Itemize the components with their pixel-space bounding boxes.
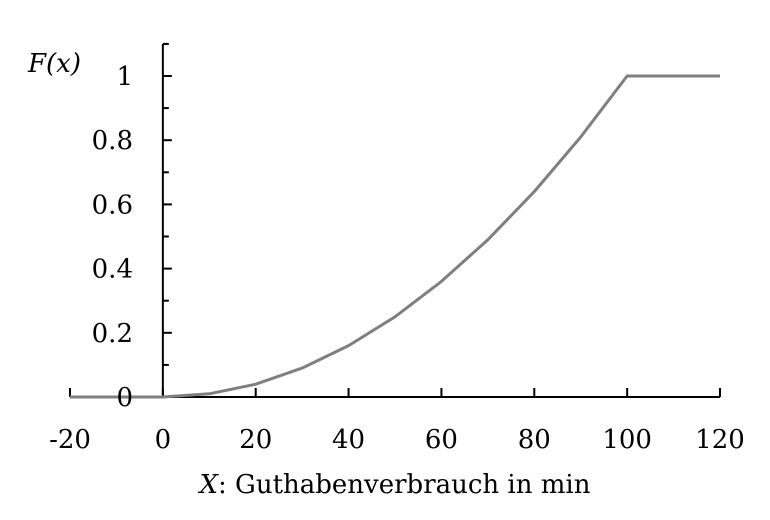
cdf-line-0 (70, 74, 720, 399)
y-tick-label-1: 0.2 (92, 319, 133, 349)
x-tick-label-2: 20 (239, 425, 272, 455)
x-tick-label-4: 60 (425, 425, 458, 455)
x-tick-label-3: 40 (332, 425, 365, 455)
y-tick-label-0: 0 (116, 383, 133, 413)
y-tick-label-2: 0.4 (92, 255, 133, 285)
y-tick-label-4: 0.8 (92, 126, 133, 156)
x-tick-label-0: -20 (49, 425, 91, 455)
x-axis-title-variable: X (198, 470, 220, 500)
y-tick-label-5: 1 (116, 62, 133, 92)
x-tick-label-6: 100 (602, 425, 652, 455)
axes (69, 42, 721, 398)
x-tick-label-7: 120 (695, 425, 745, 455)
x-tick-label-5: 80 (518, 425, 551, 455)
x-axis-title-text: : Guthabenverbrauch in min (218, 470, 591, 500)
x-axis-title: X: Guthabenverbrauch in min (198, 470, 591, 500)
x-tick-label-1: 0 (155, 425, 172, 455)
series-group (70, 74, 720, 399)
labels-group: -20 0 20 40 60 80 100 120 0 0.2 0.4 0.6 0.8 1 (49, 62, 745, 455)
y-axis-title: F(x) (27, 49, 81, 79)
y-tick-label-3: 0.6 (92, 190, 133, 220)
